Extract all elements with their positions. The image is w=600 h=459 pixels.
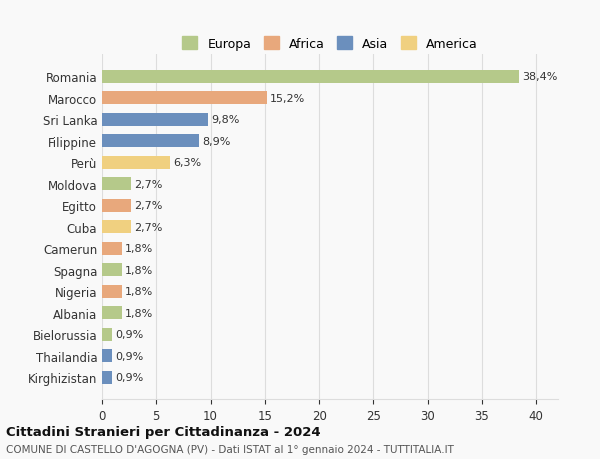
Text: 0,9%: 0,9% — [115, 330, 143, 339]
Bar — [102, 242, 122, 255]
Bar — [102, 263, 122, 276]
Text: 1,8%: 1,8% — [125, 286, 153, 297]
Bar — [102, 178, 131, 191]
Text: 38,4%: 38,4% — [522, 72, 557, 82]
Bar — [102, 71, 519, 84]
Bar — [102, 135, 199, 148]
Text: COMUNE DI CASTELLO D'AGOGNA (PV) - Dati ISTAT al 1° gennaio 2024 - TUTTITALIA.IT: COMUNE DI CASTELLO D'AGOGNA (PV) - Dati … — [6, 444, 454, 454]
Bar — [102, 113, 208, 127]
Text: 2,7%: 2,7% — [134, 201, 163, 211]
Text: 1,8%: 1,8% — [125, 244, 153, 254]
Bar — [102, 328, 112, 341]
Text: 6,3%: 6,3% — [173, 158, 202, 168]
Bar — [102, 349, 112, 362]
Bar — [102, 307, 122, 319]
Bar — [102, 92, 267, 105]
Text: 15,2%: 15,2% — [270, 94, 305, 104]
Text: 2,7%: 2,7% — [134, 179, 163, 189]
Legend: Europa, Africa, Asia, America: Europa, Africa, Asia, America — [182, 37, 478, 51]
Text: 2,7%: 2,7% — [134, 222, 163, 232]
Bar — [102, 199, 131, 212]
Text: 1,8%: 1,8% — [125, 308, 153, 318]
Text: 8,9%: 8,9% — [202, 136, 230, 146]
Bar — [102, 221, 131, 234]
Bar — [102, 371, 112, 384]
Text: 9,8%: 9,8% — [212, 115, 240, 125]
Text: Cittadini Stranieri per Cittadinanza - 2024: Cittadini Stranieri per Cittadinanza - 2… — [6, 425, 320, 438]
Text: 0,9%: 0,9% — [115, 372, 143, 382]
Bar — [102, 157, 170, 169]
Text: 1,8%: 1,8% — [125, 265, 153, 275]
Bar — [102, 285, 122, 298]
Text: 0,9%: 0,9% — [115, 351, 143, 361]
